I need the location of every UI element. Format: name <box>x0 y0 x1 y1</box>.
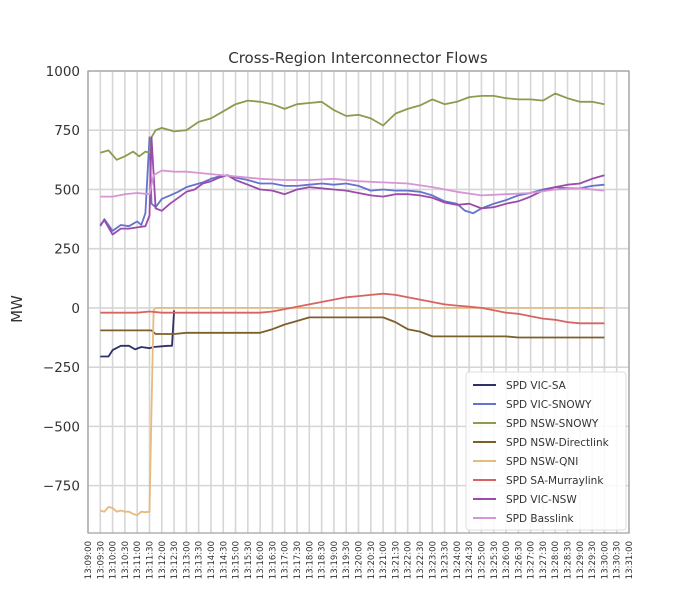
x-tick-label: 13:25:00 <box>477 541 487 579</box>
x-tick-label: 13:13:00 <box>182 541 192 579</box>
x-tick-label: 13:13:30 <box>195 541 205 579</box>
x-tick-labels: 13:09:00 13:09:30 13:10:00 13:10:30 13:11:00… <box>84 541 635 579</box>
x-tick-label: 13:20:00 <box>355 541 365 579</box>
y-tick-label: −250 <box>43 360 80 376</box>
legend: SPD VIC-SA SPD VIC-SNOWY SPD NSW-SNOWY SPD … <box>465 371 627 531</box>
y-axis-label: MW <box>8 295 26 323</box>
x-tick-label: 13:30:30 <box>613 541 623 579</box>
x-tick-label: 13:11:00 <box>133 541 143 579</box>
x-tick-label: 13:19:30 <box>342 541 352 579</box>
y-tick-label: 250 <box>54 242 80 258</box>
series-line <box>100 310 175 358</box>
x-tick-label: 13:26:00 <box>502 541 512 579</box>
x-tick-label: 13:29:30 <box>588 541 598 579</box>
y-tick-label: 0 <box>71 301 80 317</box>
x-tick-label: 13:10:30 <box>121 541 131 579</box>
legend-box <box>465 371 627 531</box>
x-tick-label: 13:15:00 <box>232 541 242 579</box>
x-tick-label: 13:27:30 <box>539 541 549 579</box>
x-tick-label: 13:18:00 <box>305 541 315 579</box>
series-line <box>99 136 605 236</box>
x-tick-label: 13:14:00 <box>207 541 217 579</box>
y-tick-label: −500 <box>43 419 80 435</box>
x-tick-label: 13:16:00 <box>256 541 266 579</box>
legend-entry: SPD VIC-NSW <box>506 494 577 506</box>
x-tick-label: 13:17:00 <box>281 541 291 579</box>
y-tick-labels: −750 −500 −250 0 250 500 750 1000 <box>43 64 80 495</box>
x-tick-label: 13:21:30 <box>391 541 401 579</box>
x-tick-label: 13:22:00 <box>404 541 414 579</box>
chart-title: Cross-Region Interconnector Flows <box>228 49 488 67</box>
x-tick-label: 13:14:30 <box>219 541 229 579</box>
x-tick-label: 13:15:30 <box>244 541 254 579</box>
x-tick-label: 13:31:00 <box>625 541 635 579</box>
series-line <box>100 316 605 339</box>
x-tick-label: 13:23:00 <box>428 541 438 579</box>
y-tick-label: 500 <box>54 182 80 198</box>
x-tick-label: 13:28:00 <box>551 541 561 579</box>
x-tick-label: 13:16:30 <box>268 541 278 579</box>
x-tick-label: 13:26:30 <box>514 541 524 579</box>
legend-entry: SPD SA-Murraylink <box>506 475 604 487</box>
y-tick-label: 750 <box>54 123 80 139</box>
series-line <box>100 292 605 325</box>
series-line <box>100 169 605 198</box>
x-tick-label: 13:23:30 <box>441 541 451 579</box>
x-tick-label: 13:24:30 <box>465 541 475 579</box>
x-tick-label: 13:29:00 <box>576 541 586 579</box>
x-tick-label: 13:28:30 <box>564 541 574 579</box>
legend-entry: SPD NSW-QNI <box>506 456 578 468</box>
x-tick-label: 13:27:00 <box>527 541 537 579</box>
x-tick-label: 13:24:00 <box>453 541 463 579</box>
y-tick-label: 1000 <box>46 64 80 80</box>
x-tick-label: 13:12:00 <box>158 541 168 579</box>
legend-entry: SPD VIC-SA <box>506 380 567 392</box>
x-tick-label: 13:21:00 <box>379 541 389 579</box>
x-tick-label: 13:17:30 <box>293 541 303 579</box>
y-tick-label: −750 <box>43 479 80 495</box>
legend-entry: SPD Basslink <box>506 513 574 525</box>
x-tick-label: 13:30:00 <box>600 541 610 579</box>
series-layer <box>99 92 605 517</box>
x-tick-label: 13:12:30 <box>170 541 180 579</box>
x-tick-label: 13:09:00 <box>84 541 94 579</box>
x-tick-label: 13:22:30 <box>416 541 426 579</box>
x-tick-label: 13:10:00 <box>109 541 119 579</box>
legend-entry: SPD VIC-SNOWY <box>506 399 592 411</box>
plot-frame <box>87 70 630 534</box>
legend-entry: SPD NSW-Directlink <box>506 437 610 449</box>
x-tick-label: 13:25:30 <box>490 541 500 579</box>
series-line <box>100 306 605 517</box>
x-tick-label: 13:11:30 <box>145 541 155 579</box>
x-tick-label: 13:18:30 <box>318 541 328 579</box>
x-tick-label: 13:19:00 <box>330 541 340 579</box>
x-tick-label: 13:20:30 <box>367 541 377 579</box>
legend-entry: SPD NSW-SNOWY <box>506 418 599 430</box>
x-tick-label: 13:09:30 <box>96 541 106 579</box>
